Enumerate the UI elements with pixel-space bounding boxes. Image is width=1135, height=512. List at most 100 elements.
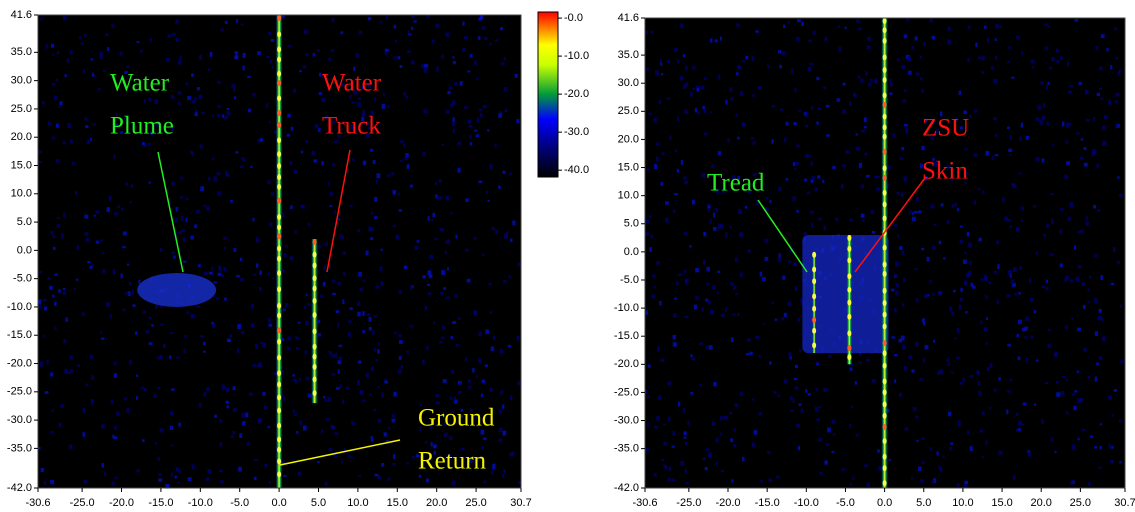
noise <box>696 87 700 92</box>
noise <box>764 238 769 243</box>
noise <box>954 337 957 340</box>
noise <box>1051 56 1055 62</box>
noise <box>334 432 339 435</box>
noise <box>287 336 291 341</box>
noise <box>805 124 809 128</box>
noise <box>690 354 693 358</box>
noise <box>1030 335 1034 339</box>
noise <box>1091 151 1095 157</box>
noise <box>464 106 468 109</box>
noise <box>1017 420 1022 426</box>
noise <box>860 213 865 218</box>
noise <box>362 160 367 166</box>
noise <box>480 429 485 435</box>
streak-spot <box>277 354 282 361</box>
noise <box>411 26 414 31</box>
noise <box>1025 357 1029 363</box>
noise <box>268 481 271 485</box>
noise <box>314 124 319 129</box>
noise <box>494 229 499 234</box>
x-tick-label: 20.0 <box>1031 497 1052 509</box>
noise <box>779 108 784 111</box>
y-tick-label: 15.0 <box>618 161 639 173</box>
noise <box>498 113 502 119</box>
noise <box>929 447 933 451</box>
noise <box>158 473 162 476</box>
noise <box>935 128 939 134</box>
annotation: Skin <box>922 158 968 185</box>
noise <box>1045 279 1049 284</box>
noise <box>410 60 415 65</box>
noise <box>328 351 333 355</box>
noise <box>948 306 953 312</box>
noise <box>896 191 900 195</box>
noise <box>921 145 925 151</box>
noise <box>671 445 675 448</box>
noise <box>350 421 355 425</box>
noise <box>692 65 696 70</box>
noise <box>381 462 385 467</box>
noise <box>58 105 62 108</box>
noise <box>986 366 990 372</box>
streak-spot <box>277 214 282 221</box>
noise <box>368 226 372 231</box>
noise <box>896 58 900 61</box>
noise <box>122 308 126 312</box>
noise <box>266 55 270 59</box>
noise <box>1087 300 1090 304</box>
noise <box>416 240 420 243</box>
noise <box>1065 378 1069 382</box>
noise <box>995 23 999 29</box>
noise <box>43 306 48 311</box>
noise <box>816 362 819 366</box>
noise <box>375 359 379 362</box>
noise <box>474 60 477 66</box>
noise <box>216 297 220 301</box>
noise <box>197 264 201 268</box>
noise <box>705 345 709 350</box>
noise <box>424 64 429 68</box>
noise <box>1048 66 1052 70</box>
noise <box>886 165 891 170</box>
noise <box>1047 25 1050 28</box>
noise <box>706 282 710 286</box>
noise <box>51 409 54 412</box>
noise <box>155 442 158 445</box>
y-tick-label: 0.0 <box>17 244 32 256</box>
noise <box>709 309 714 315</box>
noise <box>148 97 152 102</box>
noise <box>368 126 372 130</box>
streak-spot <box>277 422 282 429</box>
noise <box>55 123 60 128</box>
noise <box>245 412 249 418</box>
noise <box>450 211 453 215</box>
noise <box>175 206 179 212</box>
noise <box>446 238 450 244</box>
x-tick-label: 0.0 <box>877 497 892 509</box>
noise <box>690 91 693 97</box>
noise <box>230 199 233 203</box>
noise <box>994 134 998 138</box>
noise <box>792 398 795 403</box>
noise <box>490 346 495 352</box>
x-tick-label: 25.0 <box>465 497 486 509</box>
streak-spot <box>882 389 887 396</box>
noise <box>500 62 505 66</box>
noise <box>160 354 163 359</box>
noise <box>778 50 782 54</box>
noise <box>933 223 937 226</box>
noise <box>451 122 455 127</box>
noise <box>1079 156 1084 160</box>
noise <box>252 92 256 97</box>
colorbar-tick-label: -30.0 <box>564 126 589 138</box>
x-tick-label: -15.0 <box>755 497 780 509</box>
noise <box>170 444 174 447</box>
noise <box>481 379 486 383</box>
noise <box>225 170 228 176</box>
noise <box>1074 390 1078 393</box>
streak-spot <box>882 438 887 445</box>
noise <box>435 23 440 28</box>
colorbar-tick-label: -20.0 <box>564 88 589 100</box>
noise <box>299 70 302 73</box>
noise <box>1035 251 1038 256</box>
